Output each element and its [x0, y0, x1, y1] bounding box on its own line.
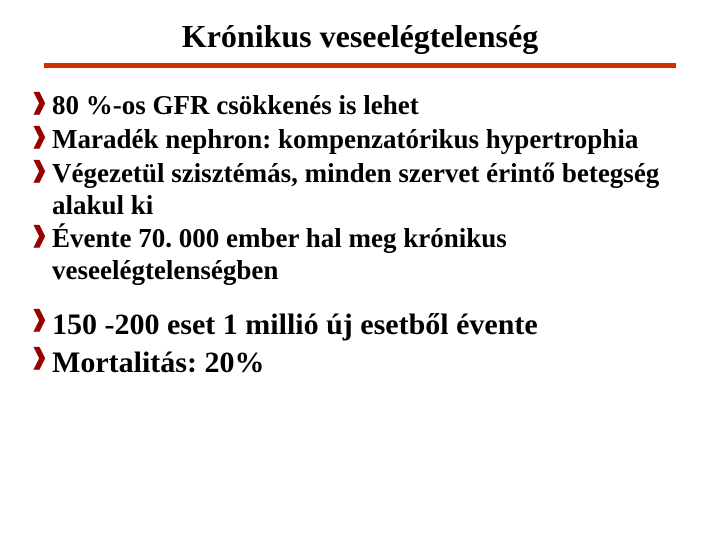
play-bullet-icon: ❱: [30, 124, 52, 148]
bullet-text: Évente 70. 000 ember hal meg krónikus ve…: [52, 223, 690, 287]
bullet-item: ❱ Maradék nephron: kompenzatórikus hyper…: [30, 124, 690, 156]
bullet-item: ❱ 150 -200 eset 1 millió új esetből éven…: [30, 307, 690, 342]
play-bullet-icon: ❱: [30, 158, 52, 182]
bullet-item: ❱ Mortalitás: 20%: [30, 345, 690, 380]
slide-title: Krónikus veseelégtelenség: [0, 0, 720, 63]
bullet-text: 150 -200 eset 1 millió új esetből évente: [52, 307, 690, 342]
bullet-text: Maradék nephron: kompenzatórikus hypertr…: [52, 124, 690, 156]
bullet-text: Végezetül szisztémás, minden szervet éri…: [52, 158, 690, 222]
slide: Krónikus veseelégtelenség ❱ 80 %-os GFR …: [0, 0, 720, 540]
bullet-item: ❱ Évente 70. 000 ember hal meg krónikus …: [30, 223, 690, 287]
play-bullet-icon: ❱: [30, 90, 52, 114]
bullet-group-2: ❱ 150 -200 eset 1 millió új esetből éven…: [30, 307, 690, 380]
slide-body: ❱ 80 %-os GFR csökkenés is lehet ❱ Marad…: [0, 68, 720, 380]
play-bullet-icon: ❱: [30, 345, 52, 369]
bullet-item: ❱ Végezetül szisztémás, minden szervet é…: [30, 158, 690, 222]
bullet-text: Mortalitás: 20%: [52, 345, 690, 380]
bullet-item: ❱ 80 %-os GFR csökkenés is lehet: [30, 90, 690, 122]
play-bullet-icon: ❱: [30, 307, 52, 331]
bullet-text: 80 %-os GFR csökkenés is lehet: [52, 90, 690, 122]
play-bullet-icon: ❱: [30, 223, 52, 247]
bullet-group-1: ❱ 80 %-os GFR csökkenés is lehet ❱ Marad…: [30, 90, 690, 287]
